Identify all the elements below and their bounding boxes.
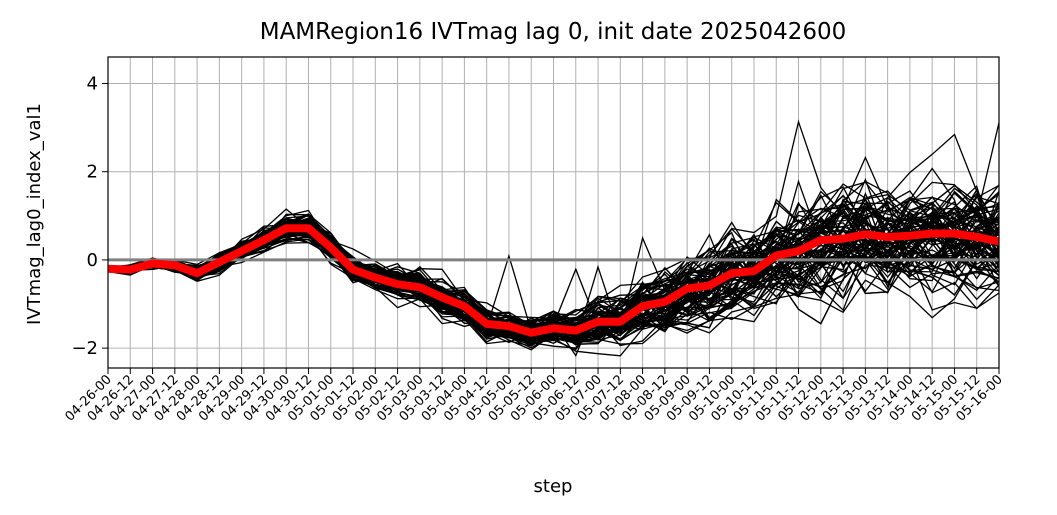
y-axis-label: IVTmag_lag0_index_val1 [24, 103, 45, 325]
y-tick-label: 0 [87, 250, 98, 271]
mean-series-line [107, 224, 1000, 337]
ensemble-member-line [107, 225, 1000, 333]
ensemble-mean-line [107, 224, 1000, 337]
ensemble-member-line [107, 200, 1000, 337]
y-tick-label: 4 [87, 73, 98, 94]
chart-title: MAMRegion16 IVTmag lag 0, init date 2025… [260, 19, 847, 45]
x-axis-label: step [534, 476, 573, 497]
y-axis-ticks: −2 0 2 4 [71, 73, 108, 359]
y-tick-label: −2 [71, 338, 98, 359]
y-tick-label: 2 [87, 162, 98, 183]
x-axis-ticks: 04-26-0004-26-1204-27-0004-27-1204-28-00… [62, 368, 1006, 425]
